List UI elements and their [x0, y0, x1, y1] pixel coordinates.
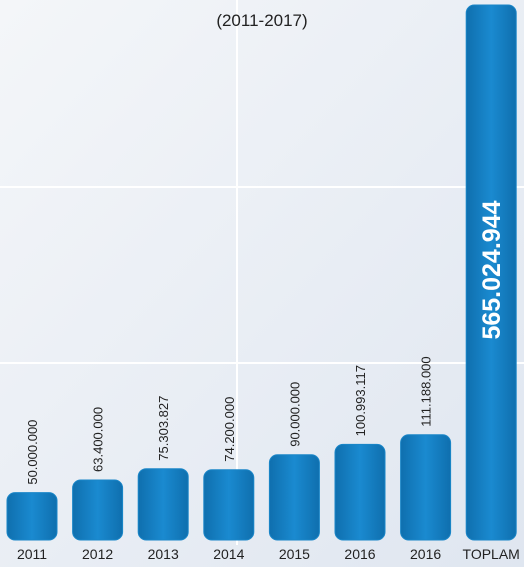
x-tick-label: 2011 — [17, 546, 47, 562]
value-label: 111.188.000 — [419, 356, 434, 426]
value-label: 74.200.000 — [222, 397, 237, 462]
value-label: 63.400.000 — [91, 407, 106, 472]
x-tick-label: 2014 — [213, 546, 244, 562]
x-tick-label: 2016 — [344, 546, 375, 562]
bar — [137, 468, 189, 541]
bar — [400, 434, 452, 541]
bar — [268, 454, 320, 541]
x-tick-label: 2013 — [148, 546, 179, 562]
value-label: 90.000.000 — [287, 382, 302, 447]
bar — [465, 4, 517, 541]
chart-subtitle: (2011-2017) — [216, 11, 307, 30]
bar — [203, 469, 255, 541]
x-tick-label: TOPLAM — [463, 546, 520, 562]
x-tick-label: 2016 — [410, 546, 441, 562]
value-label: 100.993.117 — [353, 365, 368, 436]
x-tick-label: 2015 — [279, 546, 310, 562]
x-tick-label: 2012 — [82, 546, 113, 562]
bar — [72, 479, 124, 541]
value-label: 565.024.944 — [478, 200, 506, 339]
bar — [334, 443, 386, 541]
bar — [6, 492, 58, 541]
value-label: 50.000.000 — [25, 420, 40, 485]
value-label: 75.303.827 — [156, 396, 171, 461]
